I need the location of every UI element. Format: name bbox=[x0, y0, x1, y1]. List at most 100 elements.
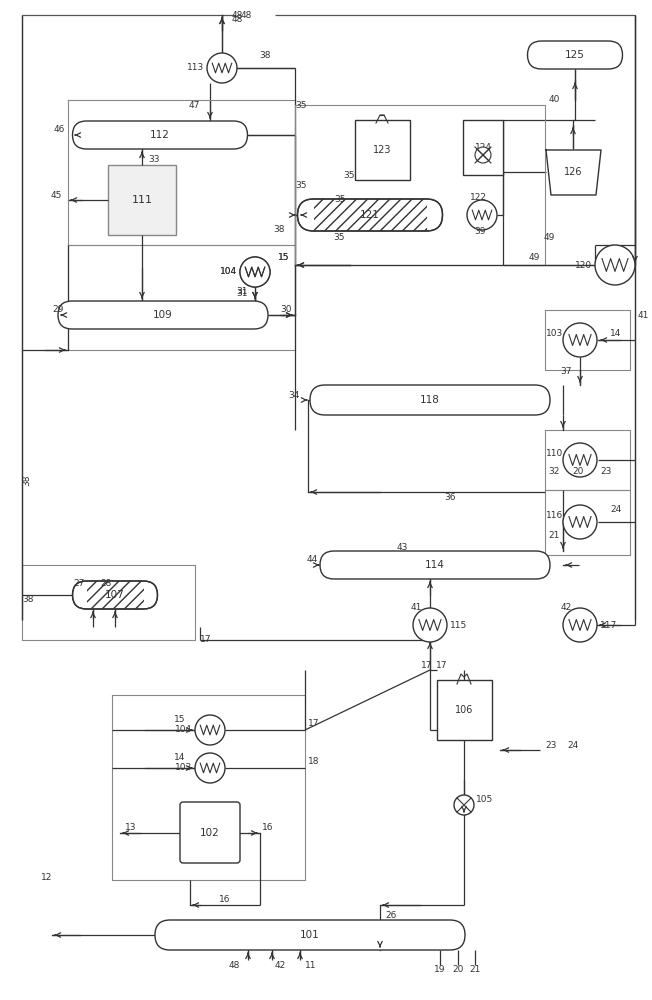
Text: 26: 26 bbox=[385, 910, 396, 920]
Text: 111: 111 bbox=[132, 195, 153, 205]
Text: 42: 42 bbox=[561, 603, 572, 612]
Text: 11: 11 bbox=[305, 960, 316, 970]
Text: 23: 23 bbox=[600, 468, 612, 477]
Text: 109: 109 bbox=[153, 310, 173, 320]
Circle shape bbox=[413, 608, 447, 642]
Text: 32: 32 bbox=[548, 468, 560, 477]
FancyBboxPatch shape bbox=[355, 120, 410, 180]
Circle shape bbox=[454, 795, 474, 815]
Circle shape bbox=[240, 257, 270, 287]
Text: 15: 15 bbox=[278, 253, 289, 262]
Text: 12: 12 bbox=[40, 874, 52, 882]
Text: 17: 17 bbox=[308, 720, 319, 728]
Text: 114: 114 bbox=[425, 560, 445, 570]
Circle shape bbox=[475, 147, 491, 163]
Text: 103: 103 bbox=[175, 764, 192, 772]
Polygon shape bbox=[546, 150, 601, 195]
Circle shape bbox=[563, 323, 597, 357]
Text: 35: 35 bbox=[344, 170, 355, 180]
Text: 104: 104 bbox=[220, 267, 237, 276]
Text: 13: 13 bbox=[125, 822, 136, 832]
FancyBboxPatch shape bbox=[437, 680, 492, 740]
FancyBboxPatch shape bbox=[310, 385, 550, 415]
Text: 110: 110 bbox=[546, 448, 563, 458]
Circle shape bbox=[563, 505, 597, 539]
Text: 20: 20 bbox=[452, 966, 464, 974]
Text: 24: 24 bbox=[567, 740, 578, 750]
Text: 115: 115 bbox=[450, 620, 467, 630]
Text: 102: 102 bbox=[200, 828, 220, 838]
Text: 44: 44 bbox=[306, 556, 318, 564]
Text: 21: 21 bbox=[548, 532, 560, 540]
Text: 38: 38 bbox=[273, 226, 285, 234]
FancyBboxPatch shape bbox=[155, 920, 465, 950]
Text: 118: 118 bbox=[420, 395, 440, 405]
Circle shape bbox=[467, 200, 497, 230]
Circle shape bbox=[207, 53, 237, 83]
FancyBboxPatch shape bbox=[527, 41, 623, 69]
Text: 21: 21 bbox=[469, 966, 481, 974]
Text: 17: 17 bbox=[421, 660, 432, 670]
Circle shape bbox=[563, 443, 597, 477]
Text: 126: 126 bbox=[564, 167, 582, 177]
Text: 20: 20 bbox=[572, 468, 584, 477]
Text: 35: 35 bbox=[295, 180, 306, 190]
FancyBboxPatch shape bbox=[72, 121, 248, 149]
Text: 48: 48 bbox=[232, 10, 243, 19]
Text: 103: 103 bbox=[546, 328, 563, 338]
Text: 123: 123 bbox=[373, 145, 391, 155]
Text: 36: 36 bbox=[444, 493, 456, 502]
Text: 48: 48 bbox=[229, 960, 240, 970]
Text: 41: 41 bbox=[411, 603, 422, 612]
Text: 101: 101 bbox=[300, 930, 320, 940]
Text: 29: 29 bbox=[52, 306, 63, 314]
Text: 14: 14 bbox=[610, 328, 621, 338]
Text: 35: 35 bbox=[334, 233, 345, 242]
Text: 107: 107 bbox=[105, 590, 125, 600]
Text: 35: 35 bbox=[334, 196, 346, 205]
FancyBboxPatch shape bbox=[463, 120, 503, 175]
Text: 37: 37 bbox=[561, 367, 572, 376]
Text: 31: 31 bbox=[237, 288, 248, 296]
Text: 45: 45 bbox=[51, 190, 62, 200]
Text: 40: 40 bbox=[548, 96, 560, 104]
Text: 112: 112 bbox=[150, 130, 170, 140]
Text: 34: 34 bbox=[289, 390, 300, 399]
Text: 19: 19 bbox=[434, 966, 446, 974]
Text: 33: 33 bbox=[148, 155, 160, 164]
Text: 28: 28 bbox=[100, 578, 111, 587]
Text: 122: 122 bbox=[469, 194, 486, 202]
Text: 38: 38 bbox=[22, 474, 31, 486]
Text: 35: 35 bbox=[295, 101, 306, 109]
Text: 17: 17 bbox=[200, 636, 211, 645]
Text: 15: 15 bbox=[278, 253, 289, 262]
Circle shape bbox=[240, 257, 270, 287]
Text: 121: 121 bbox=[360, 210, 380, 220]
Text: 38: 38 bbox=[22, 595, 33, 604]
Text: 48: 48 bbox=[232, 15, 243, 24]
Text: 124: 124 bbox=[475, 143, 492, 152]
Text: 43: 43 bbox=[396, 542, 408, 552]
Text: 14: 14 bbox=[173, 754, 185, 762]
Circle shape bbox=[563, 608, 597, 642]
Text: 41: 41 bbox=[638, 310, 649, 320]
Text: 42: 42 bbox=[275, 960, 286, 970]
Text: 120: 120 bbox=[575, 260, 592, 269]
Text: 116: 116 bbox=[546, 510, 563, 520]
Text: 16: 16 bbox=[219, 896, 231, 904]
Text: 104: 104 bbox=[175, 726, 192, 734]
Circle shape bbox=[195, 753, 225, 783]
Circle shape bbox=[595, 245, 635, 285]
Text: 31: 31 bbox=[237, 288, 248, 298]
Text: 113: 113 bbox=[186, 64, 204, 73]
Text: 15: 15 bbox=[173, 716, 185, 724]
Text: 27: 27 bbox=[74, 578, 85, 587]
Text: 104: 104 bbox=[220, 267, 237, 276]
Text: 30: 30 bbox=[280, 306, 291, 314]
Text: 47: 47 bbox=[188, 101, 200, 109]
Text: 16: 16 bbox=[262, 824, 273, 832]
Text: 125: 125 bbox=[565, 50, 585, 60]
Text: 48: 48 bbox=[241, 10, 252, 19]
FancyBboxPatch shape bbox=[58, 301, 268, 329]
Text: 49: 49 bbox=[544, 233, 555, 242]
